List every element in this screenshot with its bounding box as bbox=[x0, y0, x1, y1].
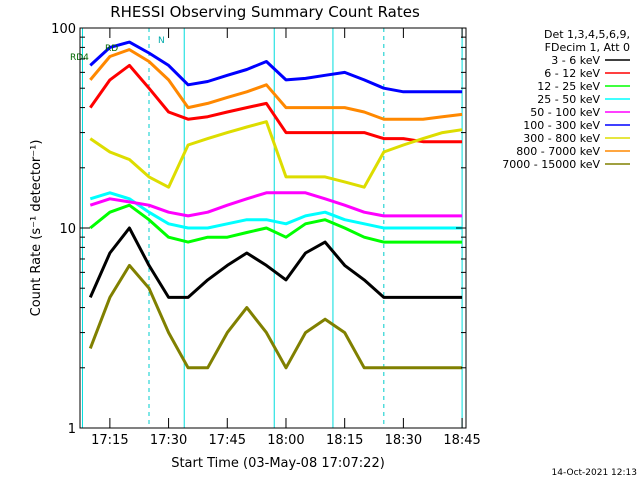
series-line-7 bbox=[89, 48, 463, 121]
x-tick-label-4: 18:15 bbox=[326, 433, 363, 448]
x-tick-label-1: 17:30 bbox=[150, 433, 187, 448]
series-line-4 bbox=[89, 191, 463, 218]
series-line-3 bbox=[89, 191, 463, 230]
y-tick-label-2: 100 bbox=[51, 22, 76, 37]
series-line-1 bbox=[89, 63, 463, 144]
legend-label-1: 6 - 12 keV bbox=[544, 67, 600, 80]
x-tick-label-6: 18:45 bbox=[443, 433, 480, 448]
x-tick-label-2: 17:45 bbox=[209, 433, 246, 448]
legend-label-5: 100 - 300 keV bbox=[523, 119, 600, 132]
x-tick-label-3: 18:00 bbox=[267, 433, 304, 448]
x-tick-label-5: 18:30 bbox=[385, 433, 422, 448]
legend: Det 1,3,4,5,6,9,FDecim 1, Att 03 - 6 keV… bbox=[502, 28, 630, 171]
x-axis-label: Start Time (03-May-08 17:07:22) bbox=[171, 456, 385, 471]
legend-label-7: 800 - 7000 keV bbox=[516, 145, 600, 158]
legend-header-1: FDecim 1, Att 0 bbox=[545, 41, 630, 54]
series-line-6 bbox=[89, 120, 463, 189]
legend-label-0: 3 - 6 keV bbox=[551, 54, 600, 67]
axes: 1 10 100 17:15 17:30 17:45 18:00 18:15 18:30 18:4… bbox=[51, 22, 481, 448]
legend-label-3: 25 - 50 keV bbox=[537, 93, 600, 106]
series-line-2 bbox=[89, 203, 463, 244]
legend-label-8: 7000 - 15000 keV bbox=[502, 158, 600, 171]
series-line-5 bbox=[89, 40, 463, 94]
y-axis-label: Count Rate (s⁻¹ detector⁻¹) bbox=[29, 140, 44, 317]
chart-title: RHESSI Observing Summary Count Rates bbox=[110, 3, 420, 21]
y-tick-label-0: 1 bbox=[68, 422, 76, 437]
legend-label-6: 300 - 800 keV bbox=[523, 132, 600, 145]
legend-label-4: 50 - 100 keV bbox=[530, 106, 600, 119]
series-line-0 bbox=[88, 226, 463, 299]
x-tick-label-0: 17:15 bbox=[91, 433, 128, 448]
flag-label-1: RD bbox=[105, 44, 118, 54]
legend-header-0: Det 1,3,4,5,6,9, bbox=[544, 28, 630, 41]
legend-label-2: 12 - 25 keV bbox=[537, 80, 600, 93]
y-tick-label-1: 10 bbox=[59, 222, 76, 237]
series-line-8 bbox=[88, 263, 463, 370]
flag-label-2: N bbox=[158, 36, 165, 46]
timestamp: 14-Oct-2021 12:13 bbox=[552, 468, 637, 478]
